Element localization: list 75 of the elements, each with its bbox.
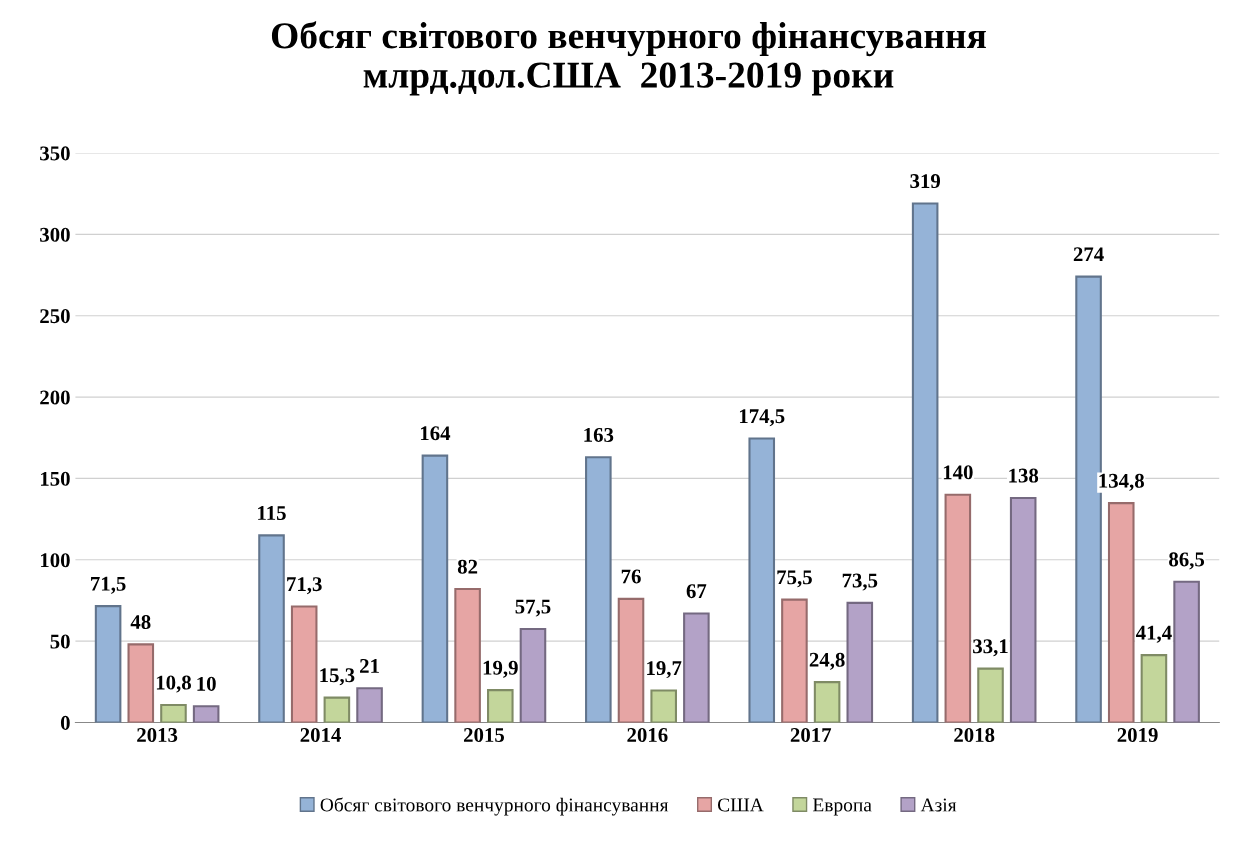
x-tick-label: 2014 <box>300 727 341 743</box>
x-tick-label: 2019 <box>1117 727 1158 743</box>
data-label: 19,9 <box>483 660 518 678</box>
data-label: 174,5 <box>739 409 785 427</box>
y-tick-label: 50 <box>50 634 70 649</box>
data-label: 21 <box>360 658 379 673</box>
bar <box>519 627 547 723</box>
legend-label: Азія <box>920 798 957 812</box>
data-label: 140 <box>943 465 973 480</box>
data-label: 319 <box>910 174 941 189</box>
chart-title: Обсяг світового венчурного фінансування млрд.дол.США 2013-2019 роки <box>271 21 986 96</box>
y-tick-label: 100 <box>40 553 70 568</box>
y-tick-label: 300 <box>40 227 70 242</box>
bar <box>781 598 808 723</box>
data-label: 41,4 <box>1135 625 1172 643</box>
data-label: 15,3 <box>320 668 355 686</box>
bar <box>192 705 220 723</box>
bar <box>617 597 645 723</box>
data-label: 274 <box>1073 247 1104 262</box>
bar <box>911 202 939 723</box>
bar <box>683 612 710 723</box>
data-label: 73,5 <box>842 573 878 591</box>
data-label: 134,8 <box>1099 473 1144 491</box>
data-label: 24,8 <box>809 652 845 670</box>
bar <box>846 601 874 723</box>
data-label: 82 <box>457 559 478 574</box>
data-label: 76 <box>621 569 641 584</box>
data-label: 10,8 <box>156 675 192 693</box>
legend-label: Обсяг світового венчурного фінансування <box>320 797 669 816</box>
bar <box>585 456 612 723</box>
bar <box>1140 654 1168 723</box>
bar <box>977 667 1004 723</box>
bar <box>94 605 122 723</box>
data-label: 33,1 <box>973 639 1008 657</box>
bar <box>160 703 187 723</box>
y-tick-label: 200 <box>40 390 70 405</box>
x-tick-label: 2018 <box>954 727 995 743</box>
data-label: 138 <box>1009 468 1039 483</box>
data-label: 75,5 <box>777 570 812 588</box>
data-label: 86,5 <box>1169 552 1205 570</box>
y-tick-label: 350 <box>40 146 70 161</box>
bar <box>421 454 449 723</box>
bar <box>258 534 285 723</box>
bar <box>813 681 841 723</box>
bar <box>127 643 155 723</box>
data-label: 10 <box>197 676 216 691</box>
y-tick-label: 150 <box>40 471 70 486</box>
bar <box>454 588 481 723</box>
bar <box>323 696 351 723</box>
data-label: 67 <box>686 584 707 599</box>
x-tick-label: 2017 <box>790 727 832 743</box>
data-label: 115 <box>258 506 286 521</box>
bar <box>290 605 318 723</box>
x-tick-label: 2013 <box>137 727 178 743</box>
data-label: 57,5 <box>515 599 551 617</box>
data-label: 19,7 <box>647 661 682 679</box>
legend-label: США <box>717 798 764 812</box>
bar <box>486 689 514 723</box>
bar <box>748 437 776 723</box>
bar <box>944 493 972 723</box>
data-label: 48 <box>130 614 151 630</box>
data-label: 71,5 <box>91 576 126 594</box>
y-tick-label: 250 <box>40 309 70 324</box>
legend-label: Европа <box>812 798 872 816</box>
y-tick-label: 0 <box>60 715 70 730</box>
x-tick-label: 2016 <box>627 727 668 743</box>
bar <box>1107 502 1135 723</box>
data-label: 163 <box>584 427 614 442</box>
bar <box>650 689 677 723</box>
data-label: 164 <box>420 426 451 441</box>
bar <box>1173 580 1200 723</box>
x-tick-label: 2015 <box>463 727 505 743</box>
bar <box>356 687 383 723</box>
data-label: 71,3 <box>287 577 322 595</box>
bar <box>1009 496 1037 723</box>
